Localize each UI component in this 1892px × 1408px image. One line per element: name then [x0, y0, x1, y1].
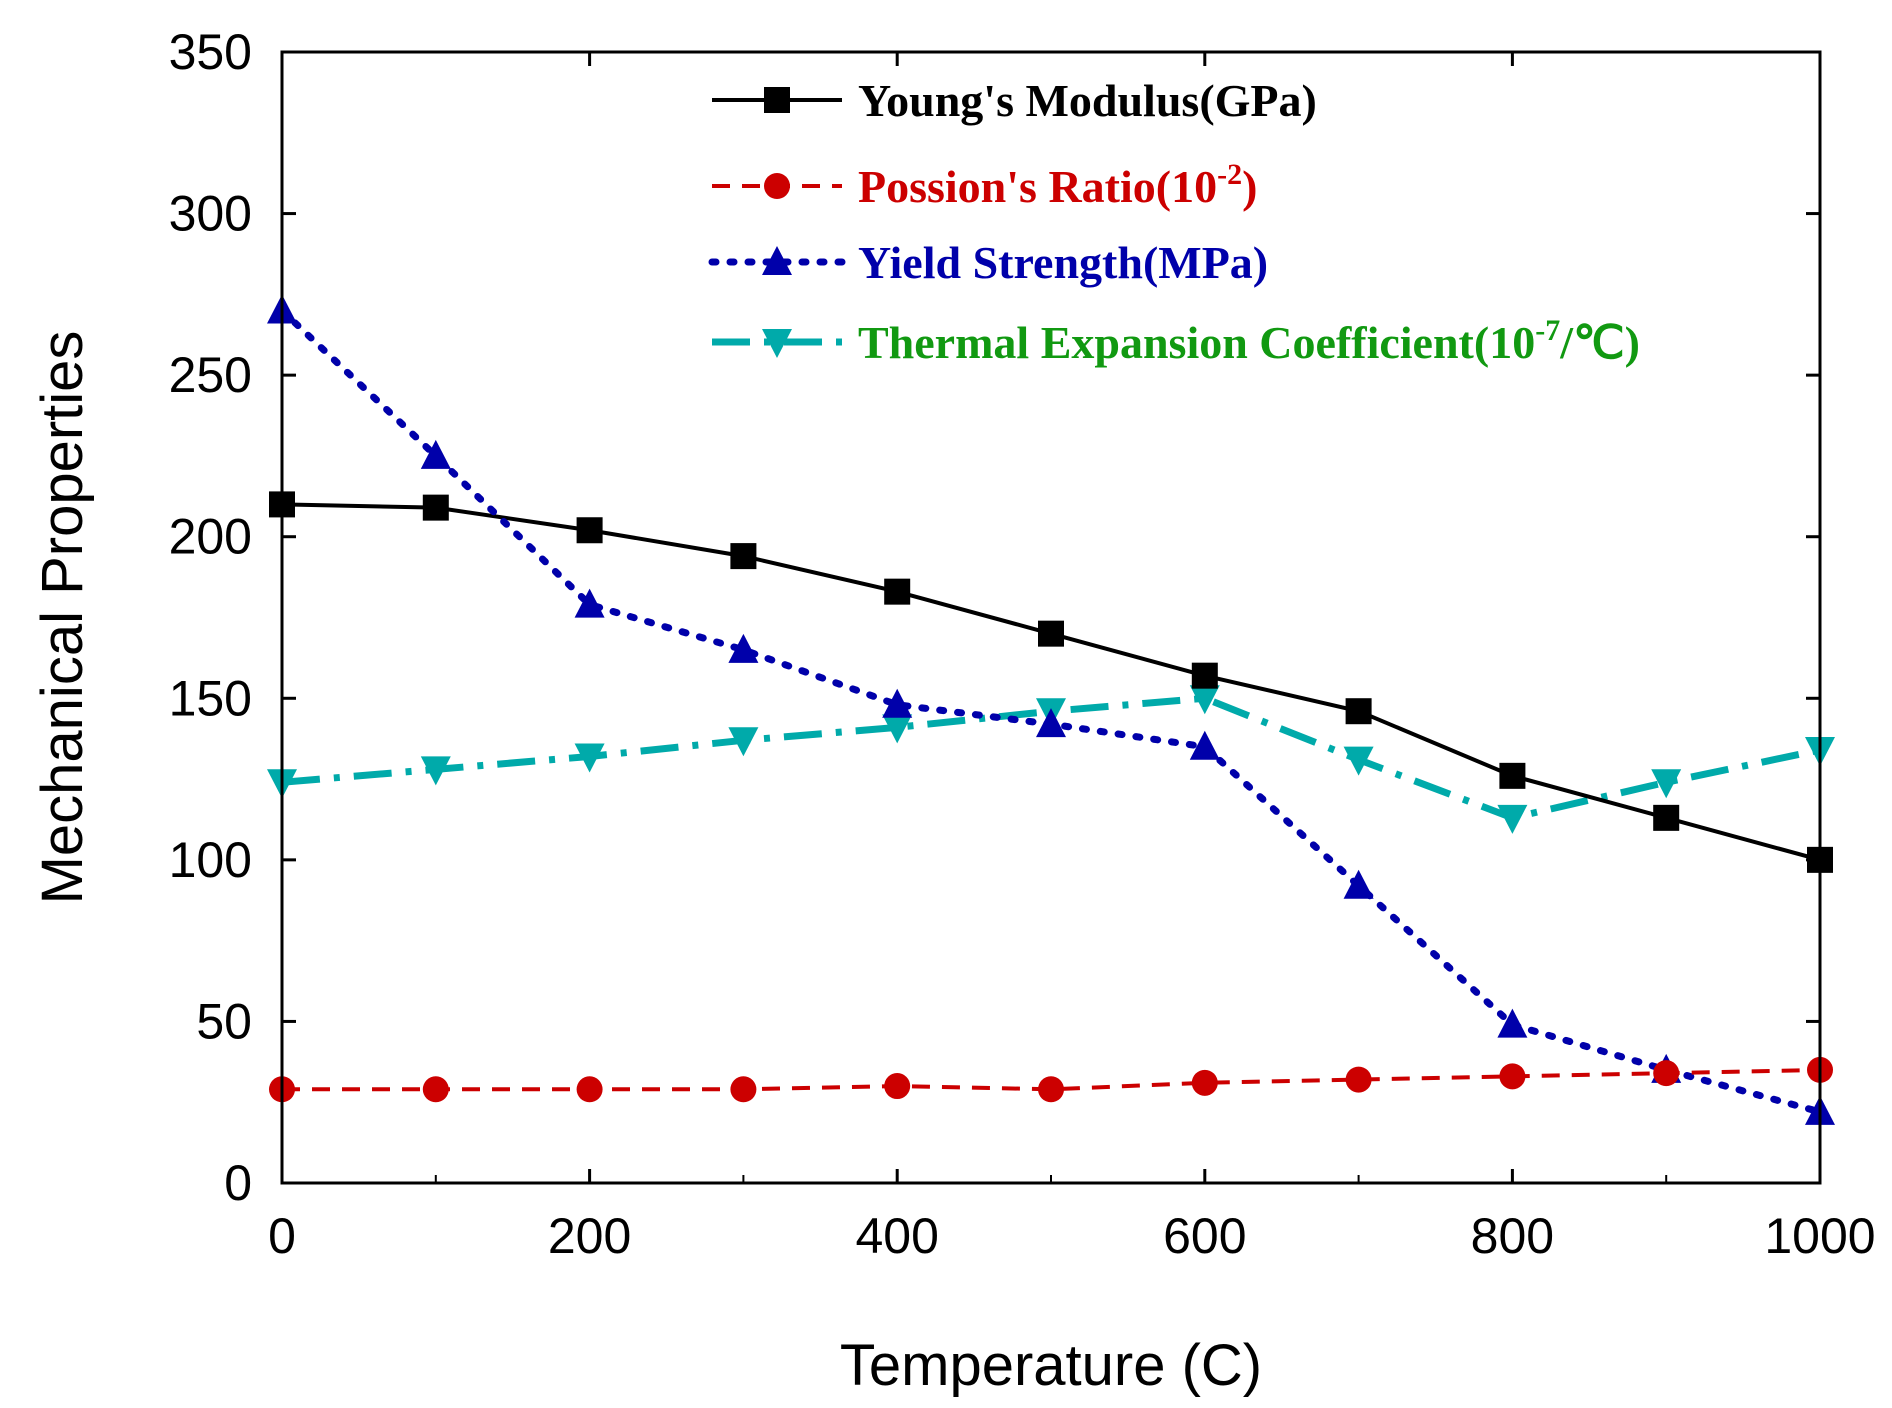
- data-point: [728, 727, 759, 757]
- legend-label: Yield Strength(MPa): [858, 237, 1268, 288]
- data-point: [730, 543, 757, 570]
- data-point: [1651, 769, 1682, 799]
- legend-item: Thermal Expansion Coefficient(10-7/℃): [712, 314, 1640, 368]
- data-point: [1343, 746, 1374, 776]
- x-tick-label: 1000: [1764, 1208, 1875, 1264]
- y-tick-label: 350: [169, 24, 252, 80]
- data-point: [422, 494, 449, 521]
- x-axis-title: Temperature (C): [840, 1333, 1262, 1398]
- legend-label: Possion's Ratio(10-2): [858, 158, 1257, 212]
- legend-label: Thermal Expansion Coefficient(10-7/℃): [858, 314, 1640, 368]
- series-layer: [267, 294, 1835, 1125]
- data-point: [422, 1076, 449, 1103]
- data-point: [730, 1076, 757, 1103]
- legend-marker: [764, 87, 790, 113]
- data-point: [1497, 804, 1528, 834]
- legend-item: Possion's Ratio(10-2): [712, 158, 1257, 212]
- y-tick-label: 50: [196, 993, 252, 1049]
- data-point: [1499, 1063, 1526, 1090]
- y-tick-label: 250: [169, 347, 252, 403]
- data-point: [884, 1073, 911, 1100]
- data-point: [728, 633, 759, 663]
- data-point: [1497, 1008, 1528, 1038]
- legend-marker: [762, 329, 792, 358]
- data-point: [1345, 1066, 1372, 1093]
- legend-item: Young's Modulus(GPa): [712, 75, 1317, 126]
- x-tick-label: 800: [1471, 1208, 1554, 1264]
- y-tick-label: 0: [224, 1155, 252, 1211]
- legend-marker: [762, 246, 792, 275]
- data-point: [1189, 685, 1220, 715]
- y-tick-label: 100: [169, 832, 252, 888]
- data-point: [1345, 698, 1372, 725]
- series-line: [282, 1067, 1821, 1092]
- data-point: [1036, 708, 1066, 738]
- y-tick-label: 300: [169, 186, 252, 242]
- data-point: [1653, 1060, 1680, 1087]
- legend-marker: [764, 173, 790, 199]
- data-point: [882, 688, 913, 718]
- data-point: [1499, 762, 1526, 789]
- ticks-layer: 0 200 400 600 800 1000 0 50 100 150 200 250 300 350: [169, 24, 1876, 1264]
- data-point: [1038, 620, 1064, 647]
- x-tick-label: 0: [268, 1208, 296, 1264]
- data-point: [576, 1076, 603, 1103]
- y-tick-label: 200: [169, 509, 252, 565]
- data-point: [420, 756, 451, 786]
- data-point: [1191, 662, 1218, 689]
- data-point: [1191, 1069, 1218, 1096]
- legend-item: Yield Strength(MPa): [708, 237, 1268, 288]
- data-point: [882, 714, 913, 744]
- data-point: [574, 588, 605, 618]
- y-axis-title: Mechanical Properties: [30, 331, 95, 905]
- data-point: [1653, 804, 1680, 831]
- data-point: [1189, 730, 1220, 760]
- data-point: [574, 743, 605, 773]
- x-tick-label: 400: [855, 1208, 938, 1264]
- x-tick-label: 600: [1163, 1208, 1246, 1264]
- data-point: [1343, 869, 1374, 899]
- data-point: [420, 439, 451, 469]
- x-tick-label: 200: [548, 1208, 631, 1264]
- series-1: [269, 1056, 1833, 1103]
- legend: Young's Modulus(GPa) Possion's Ratio(10-2…: [708, 75, 1640, 368]
- y-tick-label: 150: [169, 670, 252, 726]
- legend-label: Young's Modulus(GPa): [858, 75, 1317, 126]
- data-point: [576, 517, 603, 544]
- data-point: [1038, 1076, 1064, 1103]
- data-point: [884, 578, 911, 605]
